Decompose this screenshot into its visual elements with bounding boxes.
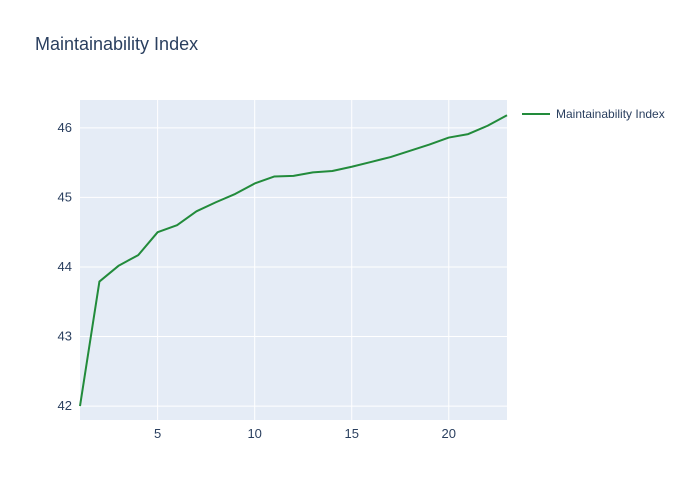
legend-label: Maintainability Index xyxy=(556,107,665,121)
x-tick-label: 20 xyxy=(442,426,456,441)
y-tick-label: 44 xyxy=(58,259,72,274)
grid-lines xyxy=(80,100,507,420)
series-group xyxy=(79,114,508,407)
x-tick-label: 5 xyxy=(154,426,161,441)
y-tick-label: 43 xyxy=(58,329,72,344)
x-tick-label: 10 xyxy=(247,426,261,441)
y-tick-label: 42 xyxy=(58,398,72,413)
legend[interactable]: Maintainability Index xyxy=(522,107,665,121)
x-tick-label: 15 xyxy=(344,426,358,441)
y-tick-label: 46 xyxy=(58,120,72,135)
series-line-0[interactable] xyxy=(79,114,508,407)
x-axis: 5 10 15 20 xyxy=(154,426,456,441)
plot-area xyxy=(80,100,507,420)
chart-title: Maintainability Index xyxy=(35,34,198,54)
y-tick-label: 45 xyxy=(58,189,72,204)
y-axis: 42 43 44 45 46 xyxy=(58,120,72,413)
